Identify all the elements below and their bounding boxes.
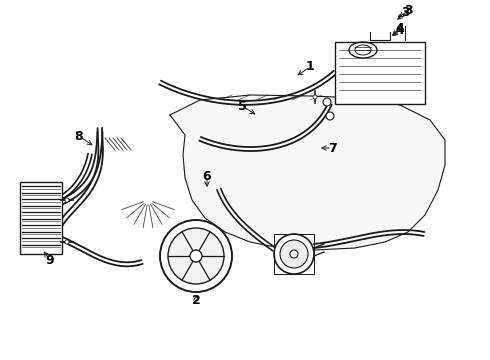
Bar [335,42,425,104]
Text: 2: 2 [192,293,200,306]
Circle shape [274,234,314,274]
Text: 1: 1 [306,60,315,73]
Bar [274,234,314,274]
Text: 5: 5 [238,99,246,112]
Circle shape [168,228,224,284]
Circle shape [313,95,317,99]
Text: 4: 4 [395,22,404,35]
Circle shape [290,250,298,258]
Text: 9: 9 [46,253,54,266]
Text: 8: 8 [74,130,83,143]
Circle shape [65,240,69,244]
Text: 4: 4 [395,23,404,36]
Circle shape [65,198,69,202]
Text: 3: 3 [404,4,412,18]
Bar [20,182,62,254]
Circle shape [280,240,308,268]
Text: 3: 3 [401,5,409,18]
Circle shape [190,250,202,262]
Circle shape [323,98,331,106]
Circle shape [160,220,232,292]
Text: 7: 7 [328,141,336,154]
Circle shape [326,112,334,120]
Text: 6: 6 [203,170,211,183]
Polygon shape [170,95,445,250]
